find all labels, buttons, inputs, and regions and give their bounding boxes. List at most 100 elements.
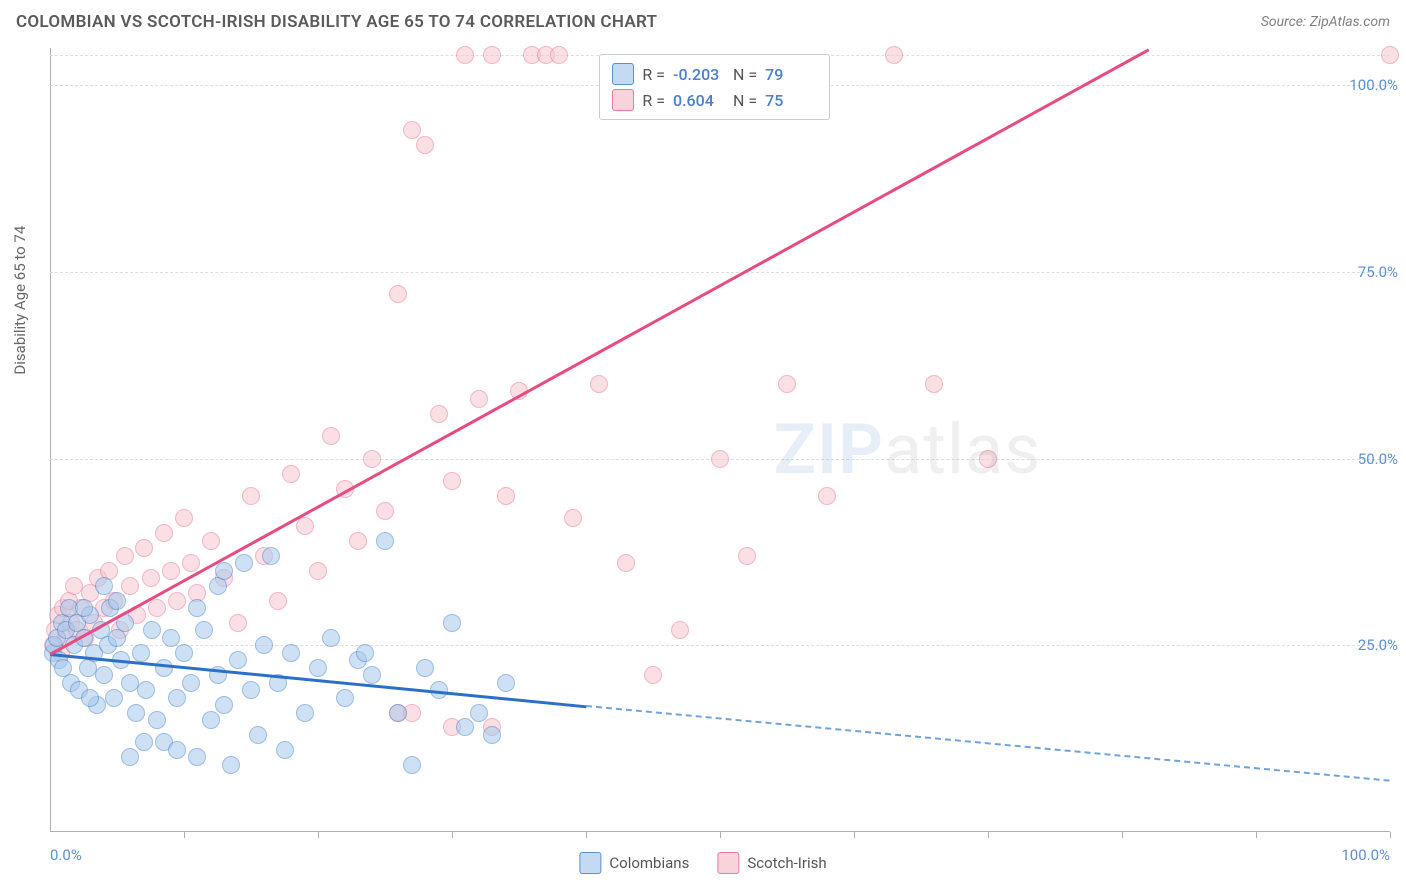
scatter-point-pink (470, 390, 488, 408)
bottom-swatch-blue (579, 852, 601, 874)
scatter-point-blue (155, 659, 173, 677)
chart-title: COLOMBIAN VS SCOTCH-IRISH DISABILITY AGE… (16, 12, 657, 32)
scatter-point-pink (979, 450, 997, 468)
x-tick (988, 832, 989, 838)
plot-area: 25.0%50.0%75.0%100.0% (50, 48, 1390, 832)
scatter-point-pink (376, 502, 394, 520)
scatter-point-pink (550, 46, 568, 64)
scatter-point-blue (249, 726, 267, 744)
scatter-point-blue (162, 629, 180, 647)
scatter-point-pink (443, 472, 461, 490)
scatter-point-blue (95, 666, 113, 684)
scatter-point-blue (121, 748, 139, 766)
legend-n-label-blue: N = (733, 65, 757, 84)
gridline (50, 645, 1390, 646)
scatter-point-blue (276, 741, 294, 759)
scatter-point-blue (282, 644, 300, 662)
x-tick (1122, 832, 1123, 838)
scatter-point-blue (403, 756, 421, 774)
scatter-point-blue (497, 674, 515, 692)
scatter-point-pink (564, 509, 582, 527)
scatter-point-blue (336, 689, 354, 707)
legend-row-blue: R = -0.203 N = 79 (612, 61, 817, 87)
legend-row-pink: R = 0.604 N = 75 (612, 87, 817, 113)
scatter-point-blue (188, 748, 206, 766)
scatter-point-pink (590, 375, 608, 393)
bottom-legend-blue: Colombians (579, 852, 689, 874)
scatter-point-pink (168, 592, 186, 610)
scatter-point-blue (215, 696, 233, 714)
scatter-point-blue (262, 547, 280, 565)
scatter-point-blue (195, 621, 213, 639)
scatter-point-blue (215, 562, 233, 580)
x-tick (184, 832, 185, 838)
scatter-point-blue (81, 689, 99, 707)
gridline (50, 272, 1390, 273)
scatter-point-pink (644, 666, 662, 684)
scatter-point-blue (356, 644, 374, 662)
scatter-point-pink (671, 621, 689, 639)
bottom-label-blue: Colombians (609, 854, 689, 872)
scatter-point-pink (269, 592, 287, 610)
scatter-point-pink (142, 569, 160, 587)
scatter-point-blue (168, 741, 186, 759)
scatter-point-blue (470, 704, 488, 722)
scatter-point-pink (885, 46, 903, 64)
y-tick-label: 50.0% (1358, 450, 1398, 468)
y-tick-label: 75.0% (1358, 263, 1398, 281)
scatter-point-pink (155, 524, 173, 542)
scatter-point-blue (296, 704, 314, 722)
bottom-label-pink: Scotch-Irish (747, 854, 826, 872)
trend-line-blue-dashed (586, 705, 1390, 782)
scatter-point-pink (135, 539, 153, 557)
scatter-point-pink (925, 375, 943, 393)
x-tick (1390, 832, 1391, 838)
x-tick (1256, 832, 1257, 838)
legend-r-value-pink: 0.604 (673, 91, 725, 110)
scatter-point-pink (202, 532, 220, 550)
scatter-point-blue (127, 704, 145, 722)
scatter-point-pink (175, 509, 193, 527)
scatter-point-pink (778, 375, 796, 393)
scatter-point-pink (430, 405, 448, 423)
scatter-point-blue (95, 577, 113, 595)
scatter-point-blue (168, 689, 186, 707)
legend-swatch-pink (612, 89, 634, 111)
scatter-point-blue (135, 733, 153, 751)
y-tick-label: 100.0% (1349, 76, 1398, 94)
scatter-point-pink (483, 46, 501, 64)
bottom-legend-pink: Scotch-Irish (717, 852, 826, 874)
scatter-point-pink (282, 465, 300, 483)
correlation-legend: R = -0.203 N = 79 R = 0.604 N = 75 (599, 54, 830, 120)
chart-container: Disability Age 65 to 74 25.0%50.0%75.0%1… (50, 48, 1390, 832)
scatter-point-blue (132, 644, 150, 662)
scatter-point-pink (229, 614, 247, 632)
scatter-point-blue (202, 711, 220, 729)
chart-header: COLOMBIAN VS SCOTCH-IRISH DISABILITY AGE… (0, 0, 1406, 40)
scatter-point-blue (188, 599, 206, 617)
y-axis-label: Disability Age 65 to 74 (11, 226, 29, 375)
scatter-point-pink (818, 487, 836, 505)
scatter-point-pink (711, 450, 729, 468)
scatter-point-pink (497, 487, 515, 505)
scatter-point-blue (389, 704, 407, 722)
x-tick (854, 832, 855, 838)
scatter-point-blue (137, 681, 155, 699)
scatter-point-blue (363, 666, 381, 684)
scatter-point-blue (143, 621, 161, 639)
scatter-point-pink (242, 487, 260, 505)
x-label-min: 0.0% (50, 846, 82, 864)
legend-n-value-blue: 79 (765, 65, 817, 84)
scatter-point-pink (738, 547, 756, 565)
scatter-point-blue (75, 599, 93, 617)
scatter-point-pink (1381, 46, 1399, 64)
scatter-point-blue (443, 614, 461, 632)
x-label-max: 100.0% (1341, 846, 1390, 864)
x-tick (318, 832, 319, 838)
legend-n-label-pink: N = (733, 91, 757, 110)
scatter-point-blue (416, 659, 434, 677)
scatter-point-pink (403, 121, 421, 139)
scatter-point-blue (376, 532, 394, 550)
scatter-point-pink (322, 427, 340, 445)
scatter-point-pink (116, 547, 134, 565)
